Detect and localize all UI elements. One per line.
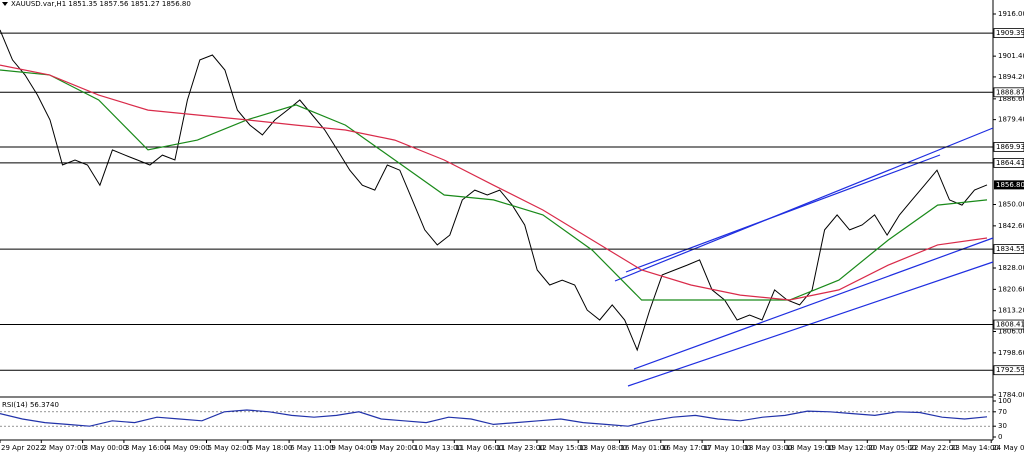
y-tick-label: 30 bbox=[998, 422, 1007, 430]
y-tick-label: 1886.60 bbox=[998, 95, 1024, 103]
rsi-title: RSI(14) 56.3740 bbox=[2, 401, 59, 409]
level-label-box bbox=[993, 319, 1024, 330]
x-tick-label: 22 May 22:00 bbox=[910, 444, 958, 452]
y-tick-label: 1879.40 bbox=[998, 116, 1024, 124]
last-price-box bbox=[994, 180, 1024, 190]
x-tick-label: 17 May 10:00 bbox=[703, 444, 751, 452]
y-tick-label: 100 bbox=[998, 397, 1011, 405]
y-tick-label: 1784.00 bbox=[998, 391, 1024, 399]
level-label-box bbox=[993, 244, 1024, 254]
x-tick-label: 6 May 11:00 bbox=[290, 444, 334, 452]
x-tick-label: 5 May 02:00 bbox=[208, 444, 252, 452]
x-tick-label: 4 May 09:00 bbox=[166, 444, 210, 452]
x-tick-label: 18 May 03:00 bbox=[744, 444, 792, 452]
y-tick-label: 1820.60 bbox=[998, 285, 1024, 293]
x-tick-label: 9 May 20:00 bbox=[373, 444, 417, 452]
x-tick-label: 10 May 13:00 bbox=[414, 444, 462, 452]
level-label-box bbox=[993, 365, 1024, 376]
x-tick-label: 3 May 00:00 bbox=[84, 444, 128, 452]
collapse-icon[interactable] bbox=[2, 2, 8, 6]
series-line bbox=[0, 64, 988, 301]
x-tick-label: 3 May 16:00 bbox=[125, 444, 169, 452]
level-label: 1888.87 bbox=[996, 88, 1024, 96]
y-tick-label: 1901.40 bbox=[998, 52, 1024, 60]
level-label: 1808.41 bbox=[996, 321, 1024, 329]
level-label-box bbox=[993, 28, 1024, 38]
level-label: 1834.55 bbox=[996, 245, 1024, 253]
x-tick-label: 2 May 07:00 bbox=[42, 444, 86, 452]
level-label-box bbox=[993, 87, 1024, 98]
y-tick-label: 1842.60 bbox=[998, 222, 1024, 230]
trend-line bbox=[625, 154, 941, 273]
y-tick-label: 70 bbox=[998, 408, 1007, 416]
x-tick-label: 13 May 08:00 bbox=[579, 444, 627, 452]
series-line bbox=[0, 409, 988, 427]
level-label: 1792.59 bbox=[996, 366, 1024, 374]
x-tick-label: 9 May 04:00 bbox=[331, 444, 375, 452]
x-tick-label: 23 May 14:00 bbox=[951, 444, 999, 452]
trend-line bbox=[627, 261, 994, 387]
x-tick-label: 11 May 23:00 bbox=[497, 444, 545, 452]
y-tick-label: 1828.00 bbox=[998, 264, 1024, 272]
level-label-box bbox=[993, 158, 1024, 168]
x-tick-label: 16 May 17:00 bbox=[662, 444, 710, 452]
level-label: 1869.93 bbox=[996, 143, 1024, 151]
y-tick-label: 1894.20 bbox=[998, 73, 1024, 81]
x-tick-label: 12 May 15:00 bbox=[538, 444, 586, 452]
x-tick-label: 18 May 19:00 bbox=[786, 444, 834, 452]
y-tick-label: 1813.20 bbox=[998, 307, 1024, 315]
x-tick-label: 5 May 18:00 bbox=[249, 444, 293, 452]
x-tick-label: 29 Apr 2022 bbox=[1, 444, 44, 452]
x-tick-label: 11 May 06:00 bbox=[455, 444, 503, 452]
series-line bbox=[0, 69, 988, 301]
y-tick-label: 0 bbox=[998, 433, 1002, 441]
trend-line bbox=[633, 237, 994, 370]
last-price-label: 1856.80 bbox=[996, 181, 1024, 189]
series-line bbox=[0, 29, 988, 352]
x-tick-label: 16 May 01:00 bbox=[621, 444, 669, 452]
level-label: 1864.41 bbox=[996, 159, 1024, 167]
y-tick-label: 1798.60 bbox=[998, 349, 1024, 357]
trend-lines bbox=[614, 127, 994, 387]
x-tick-label: 24 May 07:00 bbox=[992, 444, 1024, 452]
level-label: 1909.39 bbox=[996, 29, 1024, 37]
x-tick-label: 19 May 12:00 bbox=[827, 444, 875, 452]
trend-line bbox=[614, 127, 994, 282]
level-label-box bbox=[993, 142, 1024, 152]
y-tick-label: 1850.00 bbox=[998, 201, 1024, 209]
x-tick-label: 20 May 05:00 bbox=[868, 444, 916, 452]
y-tick-label: 1916.00 bbox=[998, 10, 1024, 18]
y-tick-label: 1806.00 bbox=[998, 328, 1024, 336]
chart-title: XAUUSD.var,H1 1851.35 1857.56 1851.27 18… bbox=[11, 0, 191, 8]
